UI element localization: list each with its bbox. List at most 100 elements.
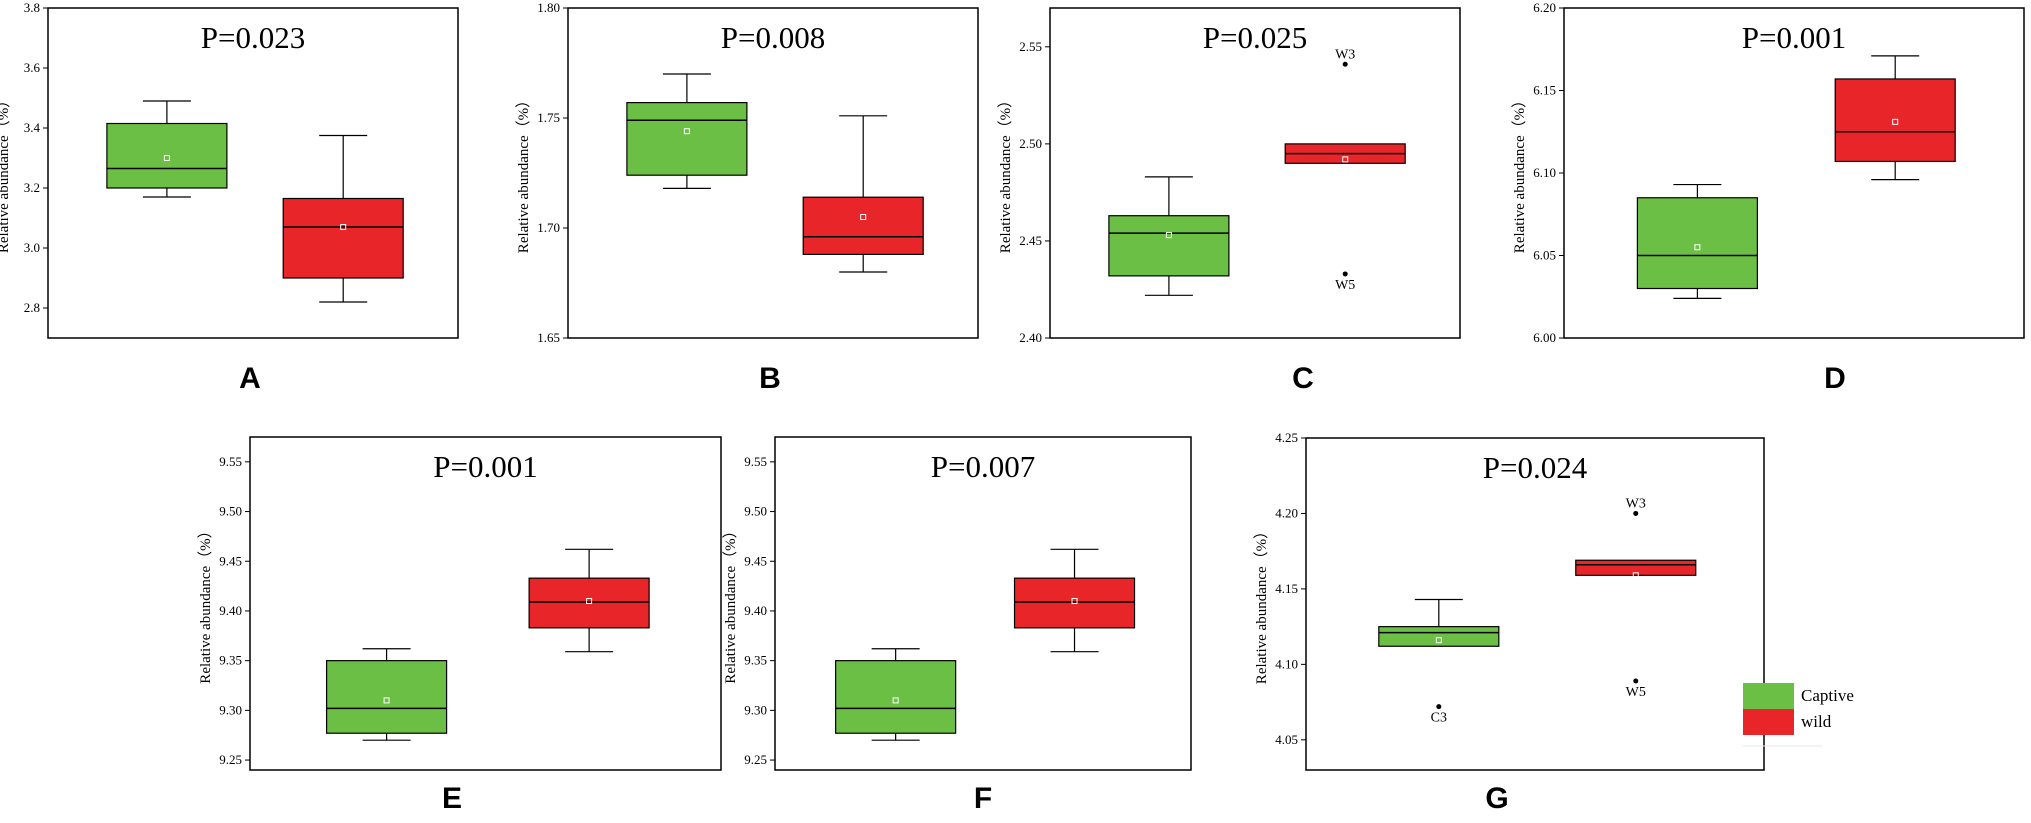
box-captive [106,100,228,198]
outlier-point [1342,61,1348,67]
box-body [835,660,957,734]
box-body [1636,197,1759,290]
mean-marker [163,155,170,161]
y-axis-label: Relative abundance（%） [1253,524,1270,684]
mean-marker [1165,232,1172,239]
y-tick-label: 9.30 [219,702,242,717]
y-tick-label: 3.8 [24,0,40,15]
y-tick-label: 2.45 [1019,233,1042,248]
legend-swatch-captive [1743,683,1794,709]
y-tick-label: 9.50 [744,504,767,519]
y-tick-label: 9.35 [744,653,767,668]
y-tick-label: 3.0 [24,240,40,255]
plot-title: P=0.023 [201,20,305,55]
y-tick-label: 1.70 [537,220,560,235]
mean-marker [892,697,899,704]
y-tick-label: 1.75 [537,110,560,125]
mean-marker [340,224,347,230]
y-axis-label: Relative abundance（%） [0,93,12,253]
outlier-label: W3 [1626,496,1646,511]
y-tick-label: 4.10 [1275,656,1298,671]
y-tick-label: 3.2 [24,180,40,195]
box-captive [1636,183,1759,299]
y-tick-label: 9.30 [744,702,767,717]
outlier-point [1342,271,1348,277]
y-tick-label: 4.15 [1275,581,1298,596]
panel-letter: E [442,782,462,815]
y-tick-label: 9.45 [219,553,242,568]
y-tick-label: 6.00 [1533,330,1556,345]
y-tick-label: 4.20 [1275,505,1298,520]
panel-letter: G [1485,782,1508,815]
plot-title: P=0.001 [1742,20,1846,55]
box-wild [1013,548,1136,653]
y-axis-label: Relative abundance（%） [997,93,1014,253]
panel-A: 2.8 3.0 3.2 3.4 3.6 3.8 Relative abundance（%） P… [0,0,459,395]
box-captive [1108,176,1230,296]
plot-frame [774,436,1192,771]
outlier-label: W5 [1335,278,1355,293]
plot-frame [249,436,722,771]
box-body [528,577,650,629]
y-tick-label: 6.05 [1533,248,1556,263]
plot-frame [567,7,979,339]
plot-title: P=0.001 [433,449,537,484]
box-body [1013,577,1136,629]
y-tick-label: 1.65 [537,330,560,345]
y-axis-label: Relative abundance（%） [515,93,532,253]
outlier-point [1436,704,1442,710]
panel-F: 9.25 9.30 9.35 9.40 9.45 9.50 9.55 Relative abu… [722,436,1192,815]
box-captive [626,73,748,189]
panel-letter: C [1292,362,1314,395]
mean-marker [1435,637,1442,644]
plot-frame [1305,437,1765,771]
y-tick-label: 2.40 [1019,330,1042,345]
outlier-label: W5 [1626,685,1646,700]
y-tick-label: 9.45 [744,553,767,568]
box-body [1575,559,1697,576]
legend-swatch-wild [1743,709,1794,735]
y-tick-label: 9.40 [744,603,767,618]
box-wild [528,548,650,653]
plot-frame [47,7,459,339]
outlier-label: C3 [1431,711,1447,726]
y-tick-label: 2.50 [1019,136,1042,151]
outlier-label: W3 [1335,47,1355,62]
plot-title: P=0.025 [1203,20,1307,55]
panel-letter: A [239,362,261,395]
box-body [1378,626,1500,647]
y-tick-label: 4.25 [1275,430,1298,445]
y-tick-label: 4.05 [1275,732,1298,747]
panel-E: 9.25 9.30 9.35 9.40 9.45 9.50 9.55 Relative abu… [197,436,722,815]
legend-label-wild: wild [1801,712,1832,731]
y-tick-label: 3.6 [24,60,41,75]
y-tick-label: 6.15 [1533,83,1556,98]
box-body [282,197,404,279]
panel-G: 4.05 4.10 4.15 4.20 4.25 Relative abundance（%… [1253,430,1765,815]
outlier-point [1633,510,1639,516]
panel-D: 6.00 6.05 6.10 6.15 6.20 Relative abundance（%… [1511,0,2025,395]
legend-label-captive: Captive [1801,686,1854,705]
mean-marker [1892,118,1899,125]
box-body [626,101,748,176]
plot-title: P=0.008 [721,20,825,55]
box-captive: C3 [1378,598,1500,726]
y-tick-label: 3.4 [24,120,41,135]
y-axis-label: Relative abundance（%） [1511,93,1528,253]
mean-marker [1632,572,1639,579]
y-tick-label: 6.20 [1533,0,1556,15]
box-wild: W3 W5 [1284,47,1406,293]
legend: Captive wild [1743,683,1854,747]
mean-marker [586,598,593,605]
y-tick-label: 1.80 [537,0,560,15]
y-axis-label: Relative abundance（%） [197,523,214,683]
mean-marker [1342,156,1349,163]
y-tick-label: 9.55 [219,454,242,469]
y-tick-label: 2.8 [24,300,40,315]
mean-marker [1071,598,1078,605]
mean-marker [683,128,690,135]
plot-frame [1563,7,2025,339]
box-wild: W3 W5 [1575,496,1697,700]
box-body [1108,215,1230,277]
panel-letter: D [1824,362,1846,395]
